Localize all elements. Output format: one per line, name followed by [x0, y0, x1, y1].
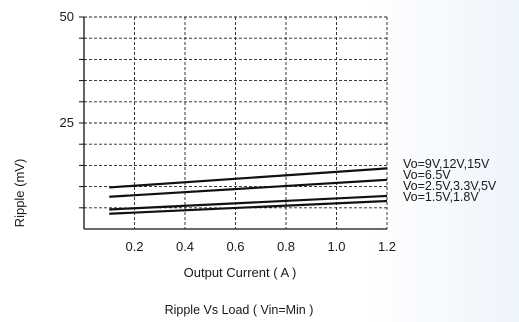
series-line — [109, 178, 388, 198]
x-tick-label: 0.4 — [176, 239, 194, 254]
series-label: Vo=1.5V,1.8V — [403, 190, 479, 204]
grid-lines — [84, 16, 388, 229]
x-tick-label: 0.6 — [226, 239, 244, 254]
x-axis-label: Output Current ( A ) — [184, 265, 297, 280]
series-label: Vo=2.5V,3.3V,5V — [403, 179, 497, 193]
series-label: Vo=6.5V — [403, 168, 451, 182]
series-label: Vo=9V,12V,15V — [403, 157, 490, 171]
series-line — [109, 167, 388, 189]
series-line — [109, 194, 388, 211]
x-tick-label: 1.0 — [327, 239, 345, 254]
series-lines — [109, 167, 388, 215]
x-tick-label: 1.2 — [378, 239, 396, 254]
y-tick-label: 50 — [60, 9, 74, 24]
series-labels: Vo=9V,12V,15VVo=6.5VVo=2.5V,3.3V,5VVo=1.… — [403, 157, 497, 204]
y-tick-label: 25 — [60, 115, 74, 130]
x-tick-label: 0.2 — [125, 239, 143, 254]
x-tick-label: 0.8 — [277, 239, 295, 254]
chart-caption: Ripple Vs Load ( Vin=Min ) — [165, 303, 314, 317]
tick-labels: 0.2 0.4 0.6 0.8 1.0 1.2 25 50 — [60, 9, 397, 254]
axes — [79, 16, 387, 230]
y-axis-label: Ripple (mV) — [12, 159, 27, 228]
series-line — [109, 199, 388, 215]
